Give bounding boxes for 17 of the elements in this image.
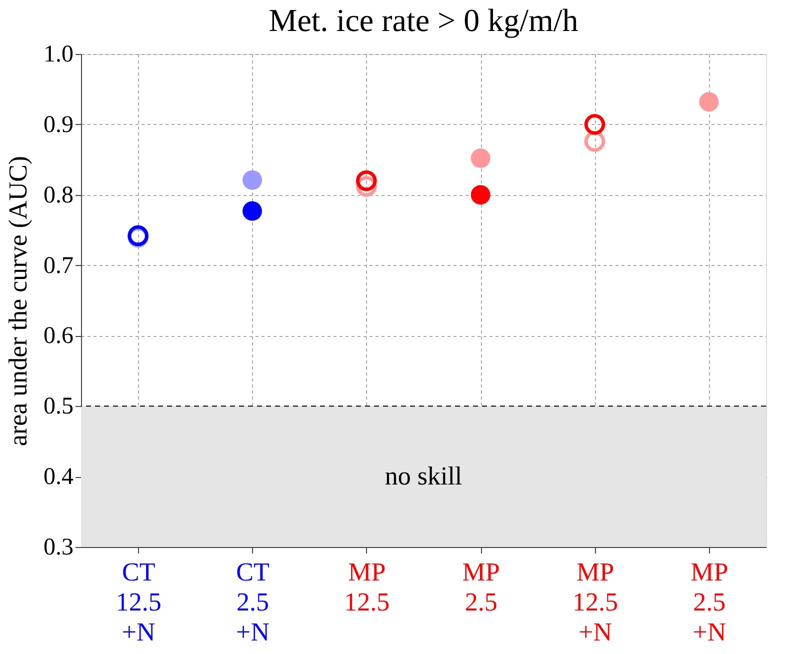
- y-tick-label: 0.4: [44, 464, 74, 490]
- band-label: no skill: [384, 462, 462, 491]
- chart-title: Met. ice rate > 0 kg/m/h: [268, 2, 578, 38]
- y-axis-title: area under the curve (AUC): [4, 156, 32, 446]
- y-tick-label: 0.7: [44, 252, 74, 279]
- y-tick-label: 0.5: [44, 394, 74, 420]
- x-tick-label: MP 2.5 +N: [690, 558, 728, 646]
- y-tick-label: 0.8: [44, 182, 74, 208]
- y-tick-label: 1.0: [44, 42, 74, 68]
- y-tick-label: 0.3: [44, 534, 74, 560]
- x-tick-label: MP 2.5: [462, 558, 500, 616]
- x-tick-label: MP 12.5 +N: [572, 558, 618, 646]
- x-tick-label: CT 2.5 +N: [236, 558, 270, 646]
- y-tick-label: 0.9: [44, 112, 74, 138]
- x-tick-label: CT 12.5 +N: [116, 558, 162, 646]
- y-tick-label: 0.6: [44, 323, 74, 350]
- x-tick-label: MP 12.5: [344, 558, 390, 616]
